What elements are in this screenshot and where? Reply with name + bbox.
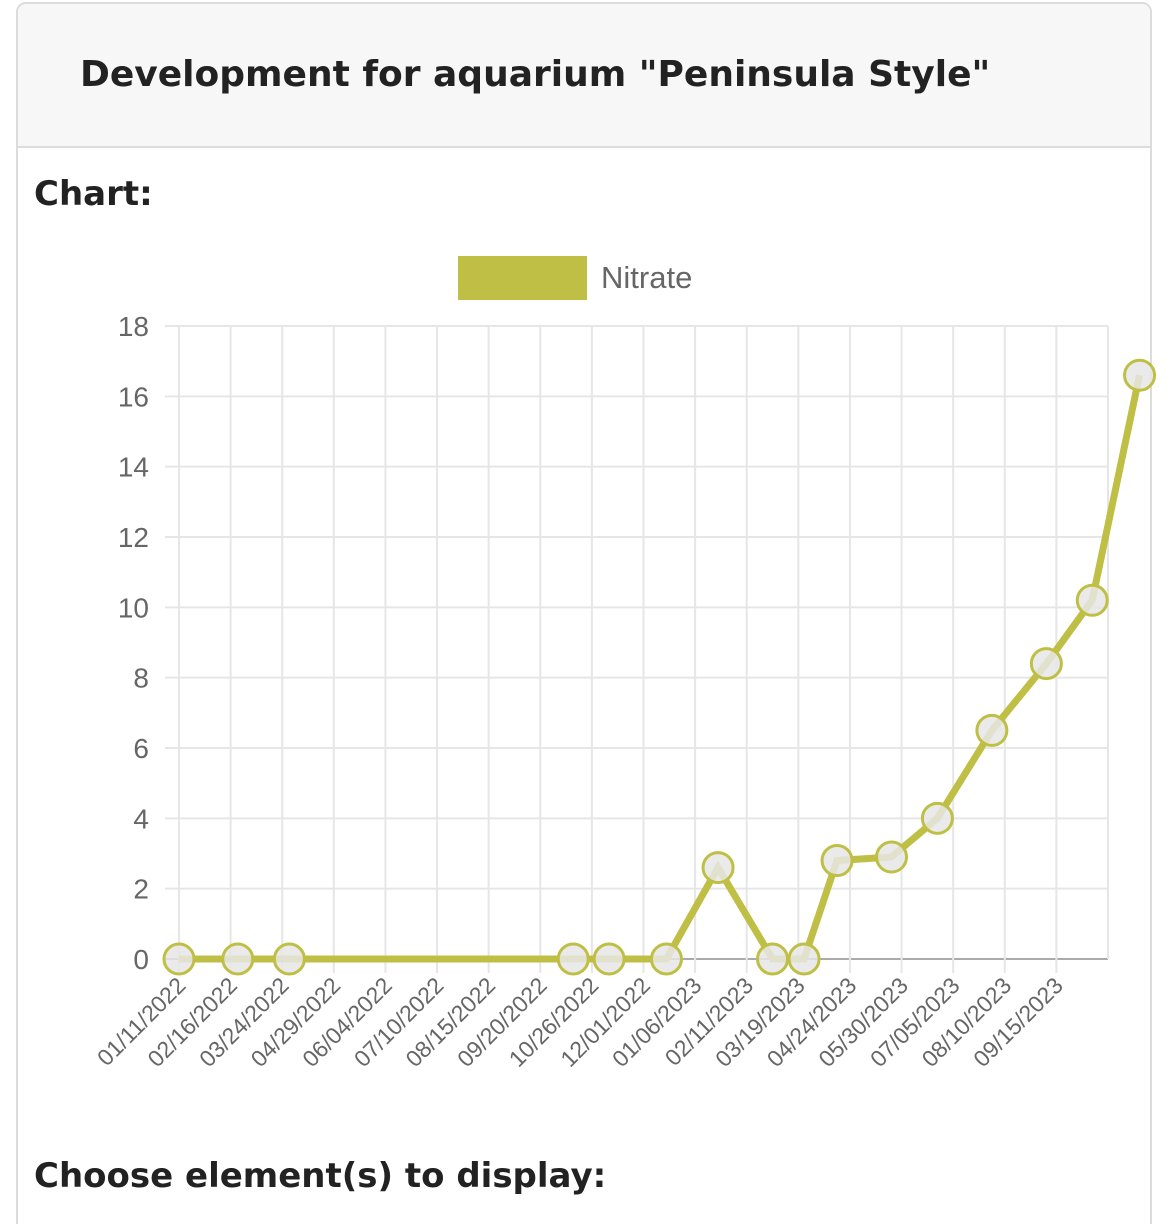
- series-line-nitrate: [179, 374, 1143, 963]
- y-tick-label: 14: [118, 452, 149, 483]
- y-tick-label: 10: [118, 592, 149, 623]
- card-header: Development for aquarium "Peninsula Styl…: [18, 4, 1150, 148]
- data-point: [556, 942, 590, 976]
- legend-label: Nitrate: [601, 260, 692, 295]
- y-tick-label: 0: [133, 944, 149, 975]
- data-point: [701, 851, 735, 885]
- data-point: [820, 844, 854, 878]
- data-point: [272, 942, 306, 976]
- data-point: [920, 801, 954, 835]
- data-point: [787, 942, 821, 976]
- y-tick-label: 12: [118, 522, 149, 553]
- chart-section-label: Chart:: [34, 174, 153, 214]
- choose-elements-label: Choose element(s) to display:: [34, 1156, 607, 1196]
- data-point: [1123, 358, 1157, 392]
- development-card: Development for aquarium "Peninsula Styl…: [16, 2, 1152, 1224]
- y-tick-label: 4: [133, 803, 149, 834]
- legend-swatch: [458, 256, 587, 300]
- data-point: [875, 840, 909, 874]
- y-tick-label: 18: [118, 311, 149, 342]
- y-tick-label: 2: [133, 874, 149, 905]
- y-tick-label: 6: [133, 733, 149, 764]
- data-point: [1029, 647, 1063, 681]
- nitrate-chart: 02468101214161801/11/202202/16/202203/24…: [92, 256, 1157, 1072]
- data-point: [592, 942, 626, 976]
- data-point: [162, 942, 196, 976]
- data-point: [1075, 583, 1109, 617]
- y-tick-label: 8: [133, 663, 149, 694]
- data-point: [756, 942, 790, 976]
- data-point: [221, 942, 255, 976]
- page-title: Development for aquarium "Peninsula Styl…: [80, 54, 991, 95]
- data-point: [649, 942, 683, 976]
- data-point: [975, 713, 1009, 747]
- y-tick-label: 16: [118, 381, 149, 412]
